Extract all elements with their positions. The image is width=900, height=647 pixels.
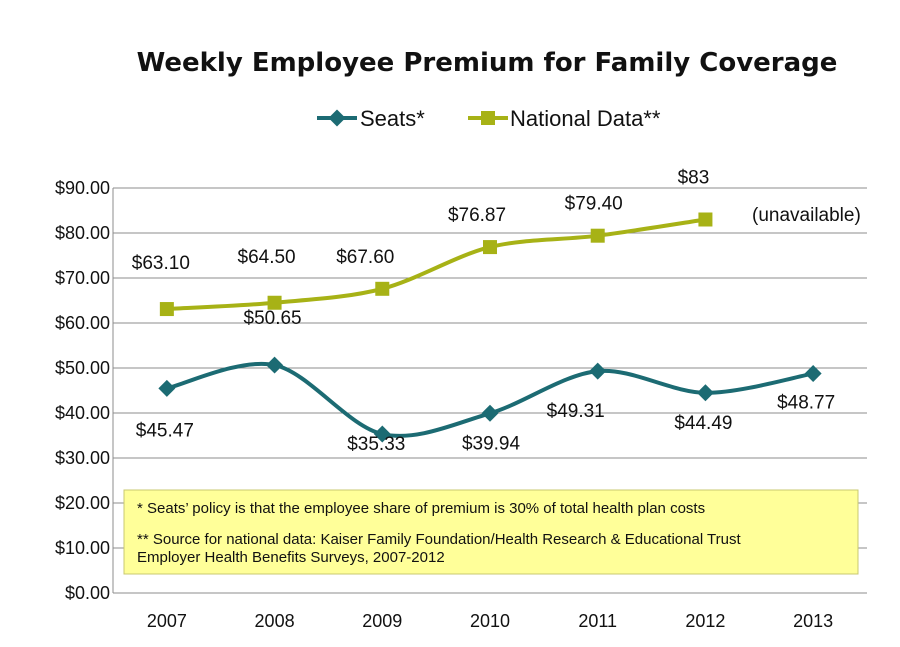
y-axis-tick-labels: $0.00 $10.00 $20.00 $30.00 $40.00 $50.00 $60.0… [55,178,110,603]
data-label-seats: $49.31 [547,401,605,422]
series-markers [158,212,822,443]
data-point-national-data [590,228,605,243]
y-tick-label: $50.00 [55,358,110,378]
data-point-seats [804,365,822,383]
y-tick-label: $80.00 [55,223,110,243]
data-point-seats [266,356,284,374]
footnote-box-background [123,489,859,575]
data-label-national-data: $83 [678,168,710,189]
series-line-national-data [166,217,706,312]
data-point-seats [158,379,176,397]
y-tick-label: $0.00 [65,583,110,603]
data-label-seats: $44.49 [674,413,732,434]
y-tick-label: $30.00 [55,448,110,468]
data-label-seats: $45.47 [136,420,194,441]
data-label-national-data: $67.60 [336,247,394,268]
legend-item-national-data: National Data** [468,106,661,131]
footnote-2: ** Source for national data: Kaiser Fami… [137,531,741,548]
chart-title: Weekly Employee Premium for Family Cover… [137,48,838,78]
data-point-national-data [159,302,174,317]
data-point-seats [589,362,607,380]
annotation-unavailable: (unavailable) [752,205,861,226]
y-tick-label: $70.00 [55,268,110,288]
legend-marker-national-data [481,111,495,125]
x-tick-label: 2011 [578,611,617,631]
y-tick-label: $20.00 [55,493,110,513]
x-tick-label: 2013 [793,611,833,631]
legend-label-seats: Seats* [360,106,425,131]
data-point-national-data [267,295,282,310]
x-tick-label: 2012 [685,611,725,631]
y-tick-label: $90.00 [55,178,110,198]
x-tick-label: 2009 [362,611,402,631]
y-tick-label: $10.00 [55,538,110,558]
data-label-seats: $50.65 [244,308,302,329]
data-point-national-data [698,212,713,227]
data-point-national-data [483,240,497,255]
footnote-3: Employer Health Benefits Surveys, 2007-2… [137,549,445,566]
y-tick-label: $60.00 [55,313,110,333]
footnote-box: * Seats’ policy is that the employee sha… [123,489,859,575]
data-point-seats [696,384,714,402]
legend-item-seats: Seats* [317,106,425,131]
data-labels: $45.47 $50.65 $35.33 $39.94 $49.31 $44.49 $48.… [132,168,835,456]
data-point-seats [373,425,391,443]
data-label-national-data: $76.87 [448,205,506,226]
data-label-seats: $39.94 [462,433,521,454]
data-label-seats: $48.77 [777,393,835,414]
x-axis-tick-labels: 2007 2008 2009 2010 2011 2012 2013 [147,611,833,631]
x-tick-label: 2008 [255,611,295,631]
data-label-national-data: $79.40 [565,194,623,215]
y-tick-label: $40.00 [55,403,110,423]
data-label-seats: $35.33 [347,434,405,455]
footnote-1: * Seats’ policy is that the employee sha… [137,500,705,517]
x-tick-label: 2007 [147,611,187,631]
data-label-national-data: $64.50 [238,247,296,268]
legend-label-national-data: National Data** [510,106,661,131]
legend: Seats* National Data** [317,106,661,131]
x-tick-label: 2010 [470,611,510,631]
data-label-national-data: $63.10 [132,253,190,274]
data-point-national-data [375,281,390,296]
legend-marker-seats [328,109,346,127]
data-point-seats [481,404,499,422]
